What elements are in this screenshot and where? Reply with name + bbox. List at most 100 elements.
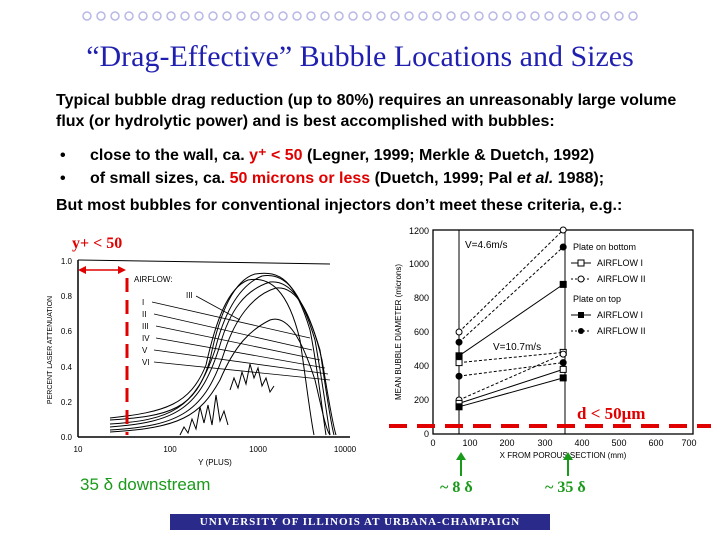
bullet-text-post: (Legner, 1999; Merkle & Duetch, 1992) (302, 147, 595, 164)
bullet-dot: • (60, 147, 66, 164)
left-xtick: 1000 (249, 445, 267, 454)
ornament-ring (362, 11, 372, 21)
series-point (455, 403, 463, 411)
diameter-threshold-label: d < 50μm (577, 404, 646, 423)
left-legend-item: IV (142, 334, 150, 343)
ornament-ring (390, 11, 400, 21)
series-point (455, 338, 463, 346)
series-line (458, 229, 564, 333)
series-point (559, 359, 567, 367)
ornament-ring (124, 11, 134, 21)
bullet-dot: • (60, 170, 66, 187)
ornament-ring (292, 11, 302, 21)
conclusion-text: But most bubbles for conventional inject… (56, 197, 623, 214)
right-ytick: 400 (414, 361, 429, 371)
right-y-axis-label: MEAN BUBBLE DIAMETER (microns) (394, 264, 403, 400)
position-arrows (456, 452, 573, 476)
left-attenuation-curves (109, 272, 337, 436)
left-ytick: 0.6 (61, 327, 73, 336)
ornament-ring (460, 11, 470, 21)
right-xtick: 0 (430, 438, 435, 448)
series-point (559, 374, 567, 382)
bubble-series (455, 226, 567, 411)
intro-paragraph: Typical bubble drag reduction (up to 80%… (56, 92, 677, 130)
series-point (559, 350, 567, 358)
series-point (455, 352, 463, 360)
series-point (455, 328, 463, 336)
series-point (559, 226, 567, 234)
slide-title: “Drag-Effective” Bubble Locations and Si… (86, 40, 634, 73)
left-curve-label: III (186, 291, 193, 300)
left-ytick: 0.0 (61, 433, 73, 442)
bubble-diameter-chart: 0 200 400 600 800 1000 1200 0 100 200 30… (389, 226, 711, 476)
series-line (458, 353, 564, 401)
bullet-wall-distance: • close to the wall, ca. y⁺ < 50 (Legner,… (60, 145, 594, 165)
legend-item: AIRFLOW II (597, 326, 646, 336)
ornament-ring (544, 11, 554, 21)
ornament-ring (334, 11, 344, 21)
ornament-ring (418, 11, 428, 21)
legend-item: AIRFLOW II (597, 274, 646, 284)
right-ytick: 600 (414, 327, 429, 337)
right-ytick: 1000 (409, 259, 429, 269)
series-point (455, 372, 463, 380)
decorative-ornament-border (82, 11, 638, 21)
left-ytick: 0.2 (61, 398, 73, 407)
bullet-text-em: et al. (516, 170, 554, 187)
left-y-axis-label: PERCENT LASER ATTENUATION (47, 296, 54, 404)
bullet-text-post: (Duetch, 1999; Pal (370, 170, 517, 187)
left-ytick: 0.8 (61, 292, 73, 301)
left-chart-caption: 35 δ downstream (80, 475, 211, 494)
ornament-ring (208, 11, 218, 21)
left-legend-item: VI (142, 358, 150, 367)
series-line (458, 362, 564, 377)
ornament-ring (222, 11, 232, 21)
bullet-text-pre: of small sizes, ca. (90, 170, 230, 187)
marker-label-8-delta: ~ 8 δ (440, 479, 473, 496)
ornament-ring (138, 11, 148, 21)
ornament-ring (250, 11, 260, 21)
right-xtick: 700 (681, 438, 696, 448)
series-point (455, 359, 463, 367)
series-line (458, 246, 564, 343)
ornament-ring (376, 11, 386, 21)
wall-region-marker (78, 266, 129, 435)
bullet-highlight: 50 microns or less (229, 170, 371, 187)
series-point (559, 243, 567, 251)
ornament-ring (320, 11, 330, 21)
velocity-top-label: V=4.6m/s (465, 240, 508, 251)
left-legend-title: AIRFLOW: (134, 275, 173, 284)
series-point (559, 280, 567, 288)
left-xtick: 100 (163, 445, 177, 454)
wall-distance-annotation: y+ < 50 (72, 235, 123, 252)
left-ytick: 0.4 (61, 363, 73, 372)
right-ytick: 200 (414, 395, 429, 405)
legend-item: AIRFLOW I (597, 258, 643, 268)
ornament-ring (404, 11, 414, 21)
ornament-ring (194, 11, 204, 21)
right-ytick: 800 (414, 293, 429, 303)
left-xtick: 10 (74, 445, 83, 454)
velocity-bottom-label: V=10.7m/s (493, 342, 541, 353)
ornament-ring (530, 11, 540, 21)
ornament-ring (264, 11, 274, 21)
left-legend-item: III (142, 322, 149, 331)
ornament-ring (502, 11, 512, 21)
right-xtick: 100 (462, 438, 477, 448)
series-line (458, 351, 564, 364)
legend-group-bottom: Plate on bottom (573, 242, 636, 252)
right-x-ticks: 0 100 200 300 400 500 600 700 (430, 438, 696, 448)
left-plot-frame (77, 259, 350, 438)
left-y-ticks: 0.0 0.2 0.4 0.6 0.8 1.0 (61, 257, 73, 442)
right-xtick: 500 (611, 438, 626, 448)
ornament-ring (600, 11, 610, 21)
bullet-highlight: y⁺ < 50 (249, 147, 303, 164)
right-ytick: 0 (424, 429, 429, 439)
laser-attenuation-chart: 0.0 0.2 0.4 0.6 0.8 1.0 10 100 1000 1000… (47, 257, 357, 467)
series-line (458, 283, 564, 357)
left-legend-item: II (142, 310, 146, 319)
left-x-ticks: 10 100 1000 10000 (74, 445, 357, 454)
legend-item: AIRFLOW I (597, 310, 643, 320)
ornament-ring (110, 11, 120, 21)
right-xtick: 600 (648, 438, 663, 448)
